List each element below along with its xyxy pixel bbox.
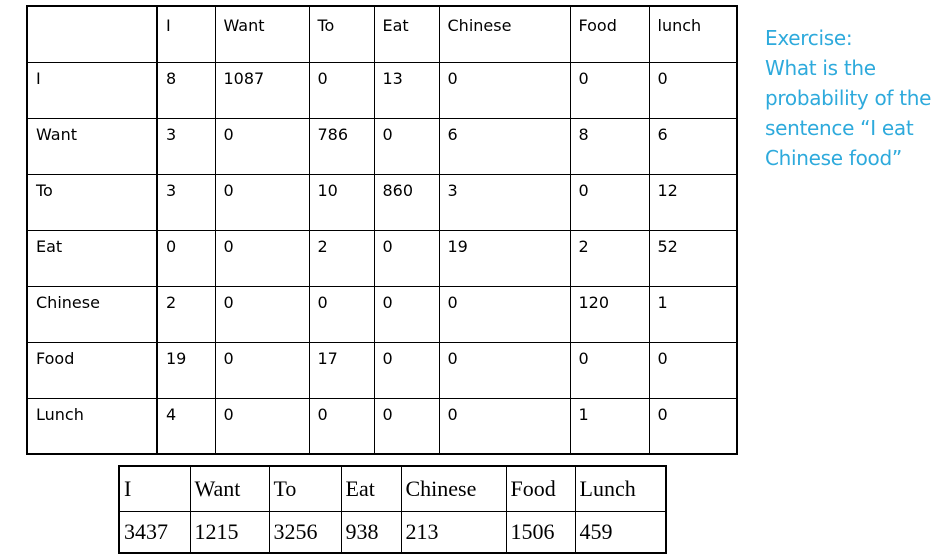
bigram-row-label: To (26, 173, 158, 231)
bigram-cell: 6 (648, 117, 738, 175)
bigram-cell: 0 (214, 341, 310, 399)
unigram-count-cell: 213 (400, 510, 507, 554)
bigram-cell: 0 (373, 285, 440, 343)
bigram-row: Food 19 0 17 0 0 0 0 (26, 341, 738, 399)
bigram-cell: 0 (308, 285, 375, 343)
unigram-count-cell: 1506 (505, 510, 576, 554)
bigram-row: Lunch 4 0 0 0 0 1 0 (26, 397, 738, 455)
bigram-row: Want 3 0 786 0 6 8 6 (26, 117, 738, 175)
bigram-cell: 6 (438, 117, 571, 175)
bigram-cell: 0 (214, 397, 310, 455)
bigram-row-label: Chinese (26, 285, 158, 343)
unigram-word-cell: To (268, 465, 342, 512)
bigram-cell: 0 (648, 341, 738, 399)
bigram-cell: 0 (373, 397, 440, 455)
bigram-row: To 3 0 10 860 3 0 12 (26, 173, 738, 231)
bigram-cell: 0 (156, 229, 216, 287)
bigram-cell: 0 (648, 397, 738, 455)
unigram-count-cell: 459 (574, 510, 667, 554)
unigram-word-cell: I (118, 465, 191, 512)
exercise-line: What is the (765, 56, 876, 80)
bigram-cell: 0 (438, 61, 571, 119)
bigram-count-table: I Want To Eat Chinese Food lunch I 8 108… (26, 5, 738, 455)
bigram-row-label: I (26, 61, 158, 119)
bigram-col-header: Want (214, 5, 310, 63)
unigram-word-row: I Want To Eat Chinese Food Lunch (118, 465, 667, 512)
unigram-word-cell: Eat (340, 465, 402, 512)
bigram-cell: 2 (156, 285, 216, 343)
bigram-cell: 786 (308, 117, 375, 175)
bigram-cell: 0 (214, 229, 310, 287)
bigram-cell: 860 (373, 173, 440, 231)
bigram-cell: 0 (373, 229, 440, 287)
bigram-row-label: Eat (26, 229, 158, 287)
bigram-cell: 1 (569, 397, 650, 455)
bigram-cell: 0 (438, 285, 571, 343)
unigram-count-table: I Want To Eat Chinese Food Lunch 3437 12… (118, 465, 667, 554)
bigram-cell: 0 (308, 61, 375, 119)
bigram-cell: 1 (648, 285, 738, 343)
bigram-cell: 0 (308, 397, 375, 455)
bigram-cell: 0 (648, 61, 738, 119)
exercise-line: probability of the (765, 86, 932, 110)
bigram-col-header: Food (569, 5, 650, 63)
exercise-text: Exercise: What is the probability of the… (765, 23, 943, 173)
bigram-cell: 1087 (214, 61, 310, 119)
bigram-cell: 52 (648, 229, 738, 287)
unigram-word-cell: Want (189, 465, 270, 512)
bigram-cell: 17 (308, 341, 375, 399)
bigram-col-header: Chinese (438, 5, 571, 63)
bigram-row: Eat 0 0 2 0 19 2 52 (26, 229, 738, 287)
bigram-cell: 0 (214, 117, 310, 175)
unigram-count-cell: 3256 (268, 510, 342, 554)
bigram-col-header: I (156, 5, 216, 63)
bigram-cell: 19 (156, 341, 216, 399)
bigram-row: Chinese 2 0 0 0 0 120 1 (26, 285, 738, 343)
bigram-cell: 0 (438, 341, 571, 399)
bigram-row-label: Want (26, 117, 158, 175)
unigram-count-row: 3437 1215 3256 938 213 1506 459 (118, 510, 667, 554)
bigram-corner-cell (26, 5, 158, 63)
bigram-cell: 3 (156, 117, 216, 175)
exercise-line: Exercise: (765, 26, 853, 50)
bigram-cell: 120 (569, 285, 650, 343)
unigram-word-cell: Lunch (574, 465, 667, 512)
bigram-row-label: Food (26, 341, 158, 399)
bigram-row-label: Lunch (26, 397, 158, 455)
bigram-header-row: I Want To Eat Chinese Food lunch (26, 5, 738, 63)
bigram-cell: 13 (373, 61, 440, 119)
exercise-line: Chinese food” (765, 146, 902, 170)
bigram-cell: 0 (214, 285, 310, 343)
bigram-cell: 19 (438, 229, 571, 287)
unigram-count-cell: 938 (340, 510, 402, 554)
unigram-word-cell: Chinese (400, 465, 507, 512)
exercise-line: sentence “I eat (765, 116, 914, 140)
unigram-word-cell: Food (505, 465, 576, 512)
bigram-cell: 0 (373, 341, 440, 399)
bigram-cell: 0 (569, 61, 650, 119)
bigram-col-header: lunch (648, 5, 738, 63)
bigram-cell: 8 (569, 117, 650, 175)
bigram-col-header: Eat (373, 5, 440, 63)
bigram-cell: 0 (569, 341, 650, 399)
bigram-cell: 2 (308, 229, 375, 287)
bigram-cell: 12 (648, 173, 738, 231)
bigram-cell: 0 (569, 173, 650, 231)
bigram-cell: 10 (308, 173, 375, 231)
bigram-cell: 2 (569, 229, 650, 287)
bigram-cell: 0 (214, 173, 310, 231)
bigram-row: I 8 1087 0 13 0 0 0 (26, 61, 738, 119)
bigram-cell: 8 (156, 61, 216, 119)
bigram-cell: 3 (156, 173, 216, 231)
unigram-count-cell: 3437 (118, 510, 191, 554)
bigram-col-header: To (308, 5, 375, 63)
bigram-cell: 4 (156, 397, 216, 455)
bigram-cell: 0 (373, 117, 440, 175)
bigram-cell: 0 (438, 397, 571, 455)
bigram-cell: 3 (438, 173, 571, 231)
unigram-count-cell: 1215 (189, 510, 270, 554)
